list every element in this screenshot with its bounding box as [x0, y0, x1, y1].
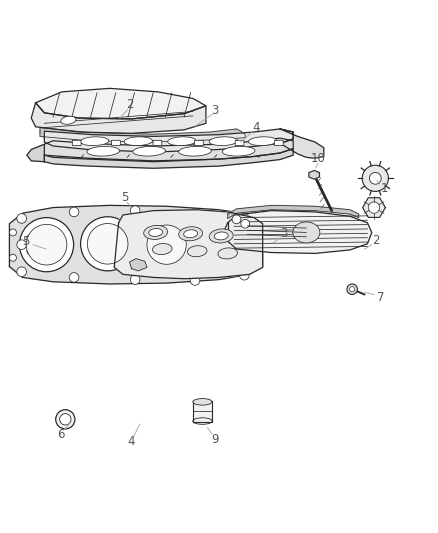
Ellipse shape: [87, 147, 120, 156]
Ellipse shape: [133, 147, 166, 156]
FancyBboxPatch shape: [112, 140, 120, 146]
Ellipse shape: [179, 227, 203, 241]
Ellipse shape: [293, 222, 320, 243]
Ellipse shape: [193, 418, 212, 424]
Polygon shape: [363, 198, 385, 217]
Circle shape: [350, 287, 355, 292]
Circle shape: [232, 215, 241, 224]
FancyBboxPatch shape: [194, 140, 203, 146]
Polygon shape: [44, 138, 293, 161]
Circle shape: [240, 214, 249, 223]
Circle shape: [147, 225, 186, 264]
Ellipse shape: [179, 147, 212, 156]
FancyBboxPatch shape: [275, 140, 283, 146]
Text: 2: 2: [126, 99, 133, 111]
Text: 3: 3: [280, 227, 287, 240]
Circle shape: [17, 214, 26, 223]
Circle shape: [241, 220, 250, 228]
Circle shape: [190, 208, 200, 218]
Ellipse shape: [152, 244, 172, 255]
Polygon shape: [40, 128, 245, 142]
Ellipse shape: [81, 137, 109, 146]
Text: 5: 5: [121, 191, 129, 204]
Circle shape: [141, 219, 193, 271]
Circle shape: [27, 235, 34, 241]
FancyBboxPatch shape: [235, 140, 244, 146]
Text: 4: 4: [252, 121, 260, 134]
FancyBboxPatch shape: [72, 140, 81, 146]
Circle shape: [81, 217, 135, 271]
Circle shape: [347, 284, 357, 294]
Text: 10: 10: [311, 152, 326, 165]
Text: 7: 7: [377, 292, 384, 304]
Circle shape: [17, 267, 26, 277]
Circle shape: [10, 229, 16, 236]
Polygon shape: [10, 205, 263, 284]
Circle shape: [368, 202, 380, 213]
Polygon shape: [114, 210, 263, 279]
Ellipse shape: [218, 248, 237, 259]
Circle shape: [131, 206, 140, 215]
Ellipse shape: [184, 230, 198, 238]
Polygon shape: [228, 205, 359, 219]
Text: 2: 2: [372, 234, 380, 247]
Polygon shape: [280, 129, 324, 158]
Polygon shape: [309, 171, 319, 179]
Circle shape: [17, 240, 26, 249]
Polygon shape: [31, 103, 206, 133]
Text: 3: 3: [211, 104, 218, 117]
Ellipse shape: [248, 137, 277, 146]
Ellipse shape: [149, 229, 162, 237]
Polygon shape: [193, 400, 212, 422]
Circle shape: [27, 248, 34, 255]
Polygon shape: [44, 149, 293, 168]
Circle shape: [60, 414, 71, 425]
Circle shape: [69, 207, 79, 217]
Circle shape: [19, 217, 74, 272]
Polygon shape: [223, 211, 372, 253]
Ellipse shape: [144, 225, 168, 239]
Ellipse shape: [124, 137, 152, 146]
Circle shape: [369, 172, 381, 184]
Text: 4: 4: [127, 434, 134, 448]
Circle shape: [69, 272, 79, 282]
Ellipse shape: [222, 147, 255, 156]
Circle shape: [26, 224, 67, 265]
Circle shape: [240, 270, 249, 280]
Polygon shape: [130, 259, 147, 271]
FancyBboxPatch shape: [153, 140, 162, 146]
Circle shape: [131, 275, 140, 285]
Circle shape: [56, 410, 75, 429]
Circle shape: [240, 242, 249, 252]
Text: 9: 9: [211, 433, 219, 446]
Circle shape: [10, 254, 16, 261]
Circle shape: [87, 223, 128, 264]
Ellipse shape: [214, 232, 228, 240]
Polygon shape: [27, 144, 44, 161]
Text: 6: 6: [57, 428, 65, 441]
Text: 5: 5: [22, 235, 30, 248]
Text: 1: 1: [380, 182, 388, 195]
Circle shape: [362, 165, 389, 191]
Ellipse shape: [193, 399, 212, 405]
Ellipse shape: [209, 137, 237, 146]
Ellipse shape: [187, 246, 207, 257]
Ellipse shape: [61, 116, 76, 124]
Circle shape: [190, 276, 200, 285]
Ellipse shape: [209, 229, 233, 243]
Polygon shape: [44, 129, 293, 152]
Polygon shape: [35, 88, 206, 119]
Ellipse shape: [168, 137, 196, 146]
